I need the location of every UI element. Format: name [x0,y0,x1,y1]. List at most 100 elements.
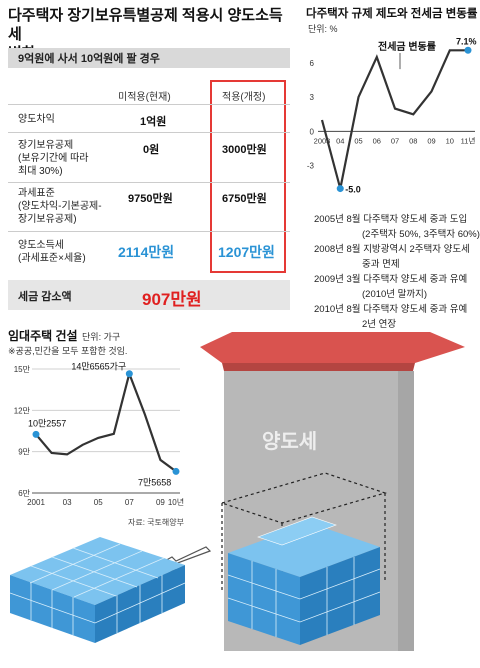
illustration [9,332,465,651]
row-label-deduction: 장기보유공제 (보유기간에 따라 최대 30%) [18,139,89,178]
last-point-label: 7만5658 [138,477,171,487]
row-label-line: (과세표준×세율) [18,253,86,264]
rate-chart: 전세금 변동률 -5.0 7.1% -3 0 3 6 2003 04 05 06 07 08 09… [307,36,477,195]
row-label-tax: 양도소득세 (과세표준×세율) [18,239,86,265]
event-item: 2009년 3월 다주택자 양도세 중과 유예 [314,272,480,287]
low-point-label: -5.0 [345,185,361,195]
row-current-gain: 1억원 [140,116,167,128]
x-tick-label: 07 [125,498,134,507]
event-detail: 2년 연장 [362,319,397,330]
divider [8,132,290,133]
rate-line [320,49,468,189]
event-date: 2009년 3월 [314,274,361,285]
event-detail: (2주택자 50%, 3주택자 60%) [362,229,480,240]
building-roof [200,332,465,363]
table-title-line1: 다주택자 장기보유특별공제 적용시 양도소득세 [8,7,283,43]
rental-source: 자료: 국토해양부 [128,518,184,527]
col-current-header: 미적용(현재) [118,92,171,103]
scenario-bar: 9억원에 사서 10억원에 팔 경우 [8,48,290,68]
event-text: 다주택자 양도세 중과 유예 [363,304,468,315]
x-tick-label: 09 [156,498,165,507]
x-tick-label: 10년 [168,497,184,507]
building-label: 양도세 [262,431,318,453]
first-point-label: 10만2557 [28,418,66,428]
row-revised-deduction: 3000만원 [222,144,267,156]
x-tick-label: 05 [94,498,103,507]
y-tick-label: 3 [310,93,315,102]
event-item: 2005년 8월 다주택자 양도세 중과 도입 [314,212,480,227]
x-tick-label: 06 [373,136,381,145]
scenario-text: 9억원에 사서 10억원에 팔 경우 [18,53,160,65]
divider [8,231,290,232]
row-label-line: 양도소득세 [18,240,64,251]
revised-highlight-box [210,80,286,273]
row-label-taxbase: 과세표준 (양도차익-기본공제- 장기보유공제) [18,187,102,226]
event-list: 2005년 8월 다주택자 양도세 중과 도입 (2주택자 50%, 3주택자 … [314,212,480,332]
legend-label: 전세금 변동률 [378,40,436,53]
row-revised-taxbase: 6750만원 [222,193,267,205]
x-tick-label: 2001 [27,498,45,507]
event-detail: 중과 면제 [362,259,400,270]
event-date: 2010년 8월 [314,304,361,315]
rental-chart: 10만2557 14만6565가구 7만5658 6만 9만 12만 15만 2001… [14,362,184,507]
row-label-line: 양도차익 [18,114,55,125]
x-tick-label: 10 [446,136,454,145]
y-tick-label: 9만 [18,448,30,457]
col-revised-header: 적용(개정) [222,92,266,103]
event-item: 2008년 8월 지방광역시 2주택자 양도세 [314,242,480,257]
x-tick-label: 09 [427,136,435,145]
y-tick-label: 0 [310,127,315,136]
last-point-marker [172,467,180,475]
row-current-deduction: 0원 [143,144,160,156]
y-tick-label: 12만 [14,406,31,415]
x-tick-label: 04 [336,136,344,145]
rate-title: 다주택자 규제 제도와 전세금 변동률 [306,8,478,20]
rate-unit: 단위: % [308,24,338,34]
rental-unit: 단위: 가구 [82,332,121,342]
x-tick-label: 05 [354,136,362,145]
peak-point-marker [125,370,133,378]
row-label-line: 과세표준 [18,188,55,199]
x-tick-label: 03 [63,498,72,507]
low-point-marker [336,185,344,193]
peak-point-label: 14만6565가구 [71,362,126,372]
event-detail: (2010년 말까지) [362,289,428,300]
y-tick-label: -3 [307,162,315,171]
building-roof-shadow [222,363,415,371]
event-text: 다주택자 양도세 중과 도입 [363,214,468,225]
row-label-line: 장기보유공제 [18,140,74,151]
rental-header: 임대주택 건설 단위: 가구 [8,327,120,345]
x-tick-label: 07 [391,136,399,145]
row-label-line: 최대 30%) [18,166,63,177]
row-current-tax: 2114만원 [118,244,175,260]
row-label-line: (양도차익-기본공제- [18,201,102,212]
reduction-value: 907만원 [142,290,202,309]
reduction-label: 세금 감소액 [18,291,72,303]
row-label-line: (보유기간에 따라 [18,153,89,164]
x-tick-label: 2003 [314,136,331,145]
y-tick-label: 6 [310,59,315,68]
cube-stack-right [227,516,381,645]
event-text: 지방광역시 2주택자 양도세 [363,244,470,255]
rental-title: 임대주택 건설 [8,329,78,343]
event-item: 2010년 8월 다주택자 양도세 중과 유예 [314,302,480,317]
event-date: 2008년 8월 [314,244,361,255]
y-tick-label: 15만 [14,365,31,374]
reduction-bar [8,280,290,310]
divider [8,104,290,105]
event-text: 다주택자 양도세 중과 유예 [363,274,468,285]
x-tick-label: 11년 [461,135,476,145]
building-side-shade [398,371,414,651]
event-date: 2005년 8월 [314,214,361,225]
row-current-taxbase: 9750만원 [128,193,173,205]
last-point-label: 7.1% [456,36,477,46]
last-point-marker [464,46,472,54]
divider [8,182,290,183]
rental-note: ※공공,민간을 모두 포함한 것임. [8,346,128,356]
y-tick-label: 6만 [18,489,30,498]
x-tick-label: 08 [409,136,417,145]
row-label-gain: 양도차익 [18,113,55,126]
first-point-marker [32,430,40,438]
rental-line [35,370,177,473]
row-revised-tax: 1207만원 [218,244,275,260]
